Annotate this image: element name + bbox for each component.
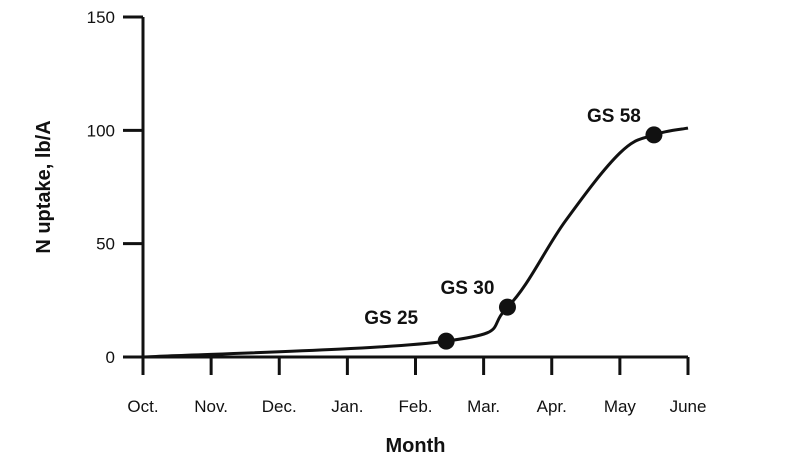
x-tick-label: June [670,397,707,416]
y-tick-label: 0 [106,348,115,367]
tick-labels: 0 50 100 150 Oct. Nov. Dec. Jan. Feb. Mar. Apr. May… [87,8,707,416]
growth-stage-marker [437,332,455,350]
y-axis-title: N uptake, lb/A [33,120,55,253]
ticks [123,15,690,375]
x-tick-label: Feb. [398,397,432,416]
growth-stage-label: GS 30 [441,278,495,299]
growth-stage-label: GS 58 [587,106,641,127]
x-tick-label: Mar. [467,397,500,416]
growth-stage-marker [645,126,663,144]
x-axis-title: Month [386,435,446,457]
x-tick-label: May [604,397,637,416]
markers [437,126,663,350]
x-tick-label: Dec. [262,397,297,416]
growth-stage-label: GS 25 [364,308,418,329]
x-tick-label: Oct. [127,397,158,416]
x-tick-label: Nov. [194,397,228,416]
y-tick-label: 50 [96,235,115,254]
series-line-0 [142,126,689,359]
x-tick-label: Jan. [331,397,363,416]
series [142,126,689,359]
growth-stage-marker [498,298,516,316]
annotations: GS 25 GS 30 GS 58 [364,106,641,329]
x-tick-label: Apr. [537,397,567,416]
y-tick-label: 150 [87,8,115,27]
axes [141,17,688,359]
y-tick-label: 100 [87,121,115,140]
